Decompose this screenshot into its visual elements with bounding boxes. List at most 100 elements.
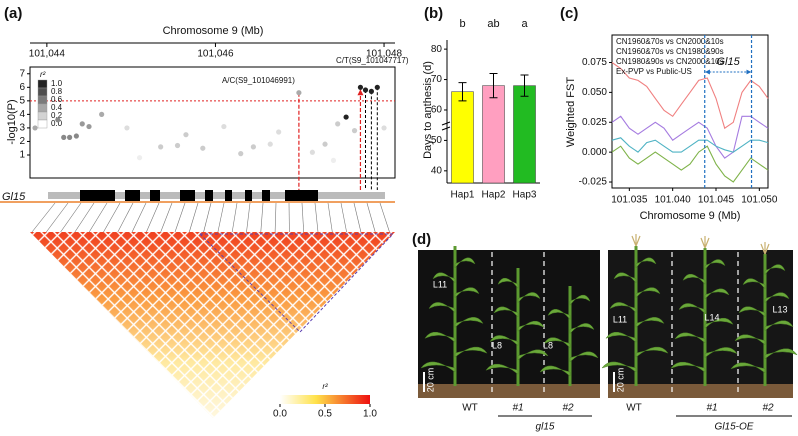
- plant-leaf: [454, 257, 476, 269]
- x-tick-label: 101,044: [29, 49, 66, 60]
- point: [296, 90, 302, 96]
- plot-frame: [611, 34, 769, 189]
- snp-link: [74, 202, 95, 233]
- x-tick-label: Hap1: [451, 190, 475, 201]
- x-axis-title: Chromosome 9 (Mb): [640, 210, 741, 222]
- legend-label: 0.0: [51, 119, 63, 128]
- legend-label: 1.0: [51, 79, 63, 88]
- x-tick-label: Hap3: [513, 190, 537, 201]
- plant-leaf: [485, 363, 519, 375]
- point: [174, 142, 181, 149]
- y-tick-label: 0.050: [582, 87, 607, 98]
- point: [368, 88, 374, 94]
- plant-leaf: [738, 306, 766, 318]
- panel-label: (b): [424, 5, 443, 22]
- tassel: [760, 242, 770, 255]
- point: [221, 123, 227, 130]
- plant-leaf: [569, 323, 595, 335]
- point: [61, 134, 67, 140]
- plant-leaf: [547, 309, 571, 321]
- bar: [513, 85, 536, 184]
- group-label: Gl15-OE: [715, 422, 754, 433]
- plant-leaf: [678, 303, 706, 315]
- plant-leaf: [517, 320, 545, 332]
- snp-link: [60, 202, 82, 233]
- y-tick-label: 5: [19, 95, 25, 106]
- bar: [482, 85, 505, 184]
- plant-leaf: [635, 346, 669, 358]
- plant-leaf: [764, 320, 794, 332]
- legend-title: r²: [40, 70, 46, 79]
- x-tick-label: 101.045: [698, 195, 735, 206]
- y-axis-title: Weighted FST: [565, 77, 577, 147]
- x-axis-title: Chromosome 9 (Mb): [163, 25, 264, 37]
- legend-swatch: [37, 111, 48, 121]
- y-tick-label: 0.075: [582, 57, 607, 68]
- plant-leaf: [605, 332, 637, 343]
- y-tick-label: 70: [431, 74, 443, 85]
- point: [357, 84, 364, 90]
- plant-leaf: [539, 365, 571, 377]
- point: [362, 87, 369, 93]
- plant-leaf: [764, 264, 786, 276]
- legend-swatch: [37, 79, 48, 89]
- x-tick-label: 101.040: [655, 195, 692, 206]
- plant-leaf: [670, 361, 706, 373]
- genotype-label: #2: [562, 403, 574, 414]
- legend-label: CN1960&70s vs CN1980&90s: [616, 47, 724, 56]
- series-line: [611, 115, 769, 159]
- snp-link: [103, 202, 121, 233]
- plant-leaf: [682, 273, 706, 285]
- y-tick-label: 50: [431, 135, 443, 146]
- snp-link: [379, 202, 390, 233]
- y-tick-label: 2: [19, 136, 25, 147]
- genotype-label: #1: [706, 403, 717, 414]
- plant-leaf: [569, 294, 591, 306]
- panel-label: (d): [412, 231, 431, 248]
- y-tick-label: 3: [19, 123, 25, 134]
- point: [343, 114, 349, 120]
- leaf-tag: L13: [772, 304, 787, 314]
- point: [309, 149, 315, 155]
- y-tick-label: 0.000: [582, 147, 607, 158]
- plant-leaf: [454, 346, 488, 358]
- snp-link: [301, 202, 304, 233]
- region-label: Gl15: [717, 56, 741, 68]
- snp-link: [31, 202, 56, 233]
- plant-leaf: [742, 278, 766, 290]
- point: [158, 144, 164, 150]
- snp-link: [146, 202, 160, 233]
- scale-label: 20 cm: [425, 368, 435, 393]
- y-tick-label: 40: [431, 165, 443, 176]
- error-bar: [520, 74, 529, 97]
- ld-cells: [30, 232, 395, 418]
- y-axis-title: Days to anthesis (d): [422, 61, 434, 159]
- leaf-tag: L14: [704, 312, 719, 322]
- legend-swatch: [37, 95, 48, 105]
- y-tick-label: -0.025: [579, 177, 608, 188]
- leaf-tag: L8: [543, 340, 553, 350]
- plant-leaf: [569, 351, 599, 363]
- point: [32, 125, 38, 131]
- point: [238, 151, 244, 157]
- scale-bars: [423, 372, 615, 392]
- plant-leaf: [635, 287, 661, 299]
- gene-label: Gl15: [2, 191, 26, 203]
- y-tick-label: 4: [19, 109, 25, 120]
- plant-leaf: [730, 362, 766, 374]
- significance-letter: b: [459, 18, 465, 30]
- point: [200, 145, 206, 151]
- photo-dividers: [491, 252, 739, 396]
- plant-leaf: [454, 287, 480, 299]
- snp-link: [203, 202, 212, 233]
- point: [86, 123, 92, 130]
- point: [73, 133, 79, 139]
- plant-leaf: [635, 317, 665, 328]
- plant-leaf: [674, 332, 706, 344]
- leaf-tag: L11: [613, 314, 627, 324]
- leaf-tag: L8: [492, 340, 502, 350]
- plant-leaf: [704, 288, 730, 300]
- x-tick-label: Hap2: [482, 190, 506, 201]
- point: [136, 155, 143, 161]
